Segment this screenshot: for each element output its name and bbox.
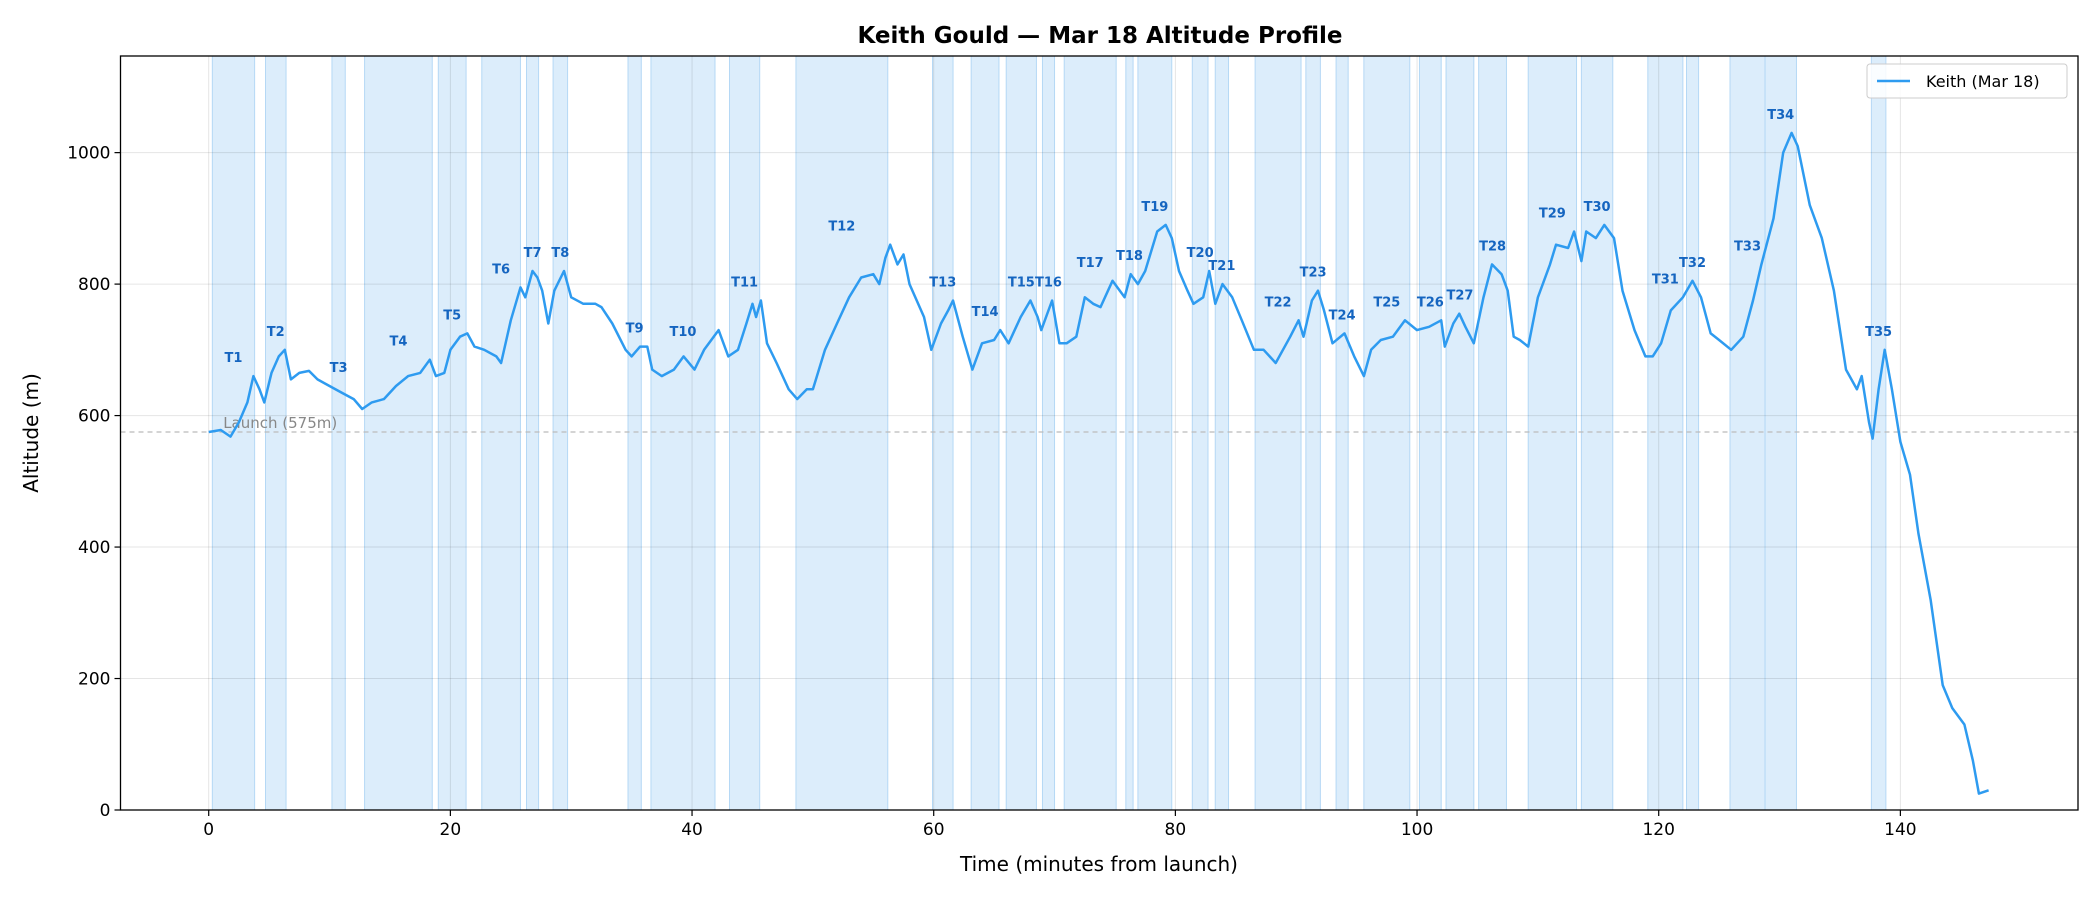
thermal-band-t3 bbox=[331, 55, 346, 811]
thermal-label-t11: T11 bbox=[731, 276, 758, 291]
thermal-band-t20 bbox=[1191, 55, 1209, 811]
altitude-line bbox=[208, 131, 1990, 795]
thermal-band-t17 bbox=[1063, 55, 1117, 811]
y-tick-label: 1000 bbox=[67, 144, 110, 164]
x-tick-label: 40 bbox=[681, 820, 703, 840]
x-tick-label: 120 bbox=[1642, 820, 1674, 840]
thermal-label-t23: T23 bbox=[1300, 266, 1327, 281]
thermal-band-t18 bbox=[1125, 55, 1134, 811]
thermal-band-t19 bbox=[1137, 55, 1173, 811]
thermal-band-t31 bbox=[1647, 55, 1684, 811]
x-tick-label: 20 bbox=[440, 820, 462, 840]
thermal-labels: T1 T2 T3 T4 T5 T6 T7 T8 T9 T10 T11 T12 T13 T14 T15 T16 T… bbox=[225, 108, 1893, 376]
y-axis-ticks: 0 200 400 600 800 1000 bbox=[67, 144, 121, 821]
y-tick-label: 200 bbox=[78, 670, 110, 690]
thermal-label-t28: T28 bbox=[1479, 239, 1506, 254]
thermal-label-t26: T26 bbox=[1417, 295, 1444, 310]
thermal-label-t18: T18 bbox=[1116, 249, 1143, 264]
thermal-label-t29: T29 bbox=[1539, 207, 1566, 222]
thermal-label-t34: T34 bbox=[1767, 108, 1794, 123]
thermal-band-t7 bbox=[526, 55, 540, 811]
x-axis-ticks: 0 20 40 60 80 100 120 140 bbox=[203, 810, 1917, 840]
thermal-label-t3: T3 bbox=[330, 361, 348, 376]
thermal-label-t10: T10 bbox=[669, 325, 696, 340]
thermal-bands bbox=[211, 55, 1887, 811]
thermal-label-t12: T12 bbox=[828, 220, 855, 235]
thermal-label-t24: T24 bbox=[1329, 308, 1356, 323]
thermal-band-t6 bbox=[481, 55, 521, 811]
x-tick-label: 80 bbox=[1165, 820, 1187, 840]
y-axis-label: Altitude (m) bbox=[19, 373, 43, 493]
x-axis-label: Time (minutes from launch) bbox=[959, 852, 1238, 876]
launch-reference: Launch (575m) bbox=[120, 414, 2078, 433]
thermal-label-t13: T13 bbox=[929, 276, 956, 291]
thermal-band-t5 bbox=[437, 55, 467, 811]
thermal-band-t16 bbox=[1041, 55, 1056, 811]
y-tick-label: 0 bbox=[100, 801, 111, 821]
thermal-label-t7: T7 bbox=[524, 246, 542, 261]
thermal-band-t4 bbox=[364, 55, 433, 811]
thermal-label-t19: T19 bbox=[1141, 200, 1168, 215]
thermal-label-t17: T17 bbox=[1077, 256, 1104, 271]
thermal-label-t35: T35 bbox=[1865, 325, 1892, 340]
thermal-label-t21: T21 bbox=[1208, 259, 1235, 274]
thermal-label-t22: T22 bbox=[1265, 295, 1292, 310]
thermal-label-t25: T25 bbox=[1373, 295, 1400, 310]
thermal-band-t32 bbox=[1686, 55, 1700, 811]
thermal-band-t14 bbox=[970, 55, 1000, 811]
thermal-band-t13 bbox=[932, 55, 954, 811]
thermal-band-t21 bbox=[1214, 55, 1230, 811]
thermal-label-t27: T27 bbox=[1446, 289, 1473, 304]
y-tick-label: 800 bbox=[78, 275, 110, 295]
thermal-label-t32: T32 bbox=[1679, 256, 1706, 271]
thermal-label-t33: T33 bbox=[1734, 239, 1761, 254]
thermal-band-t25 bbox=[1363, 55, 1411, 811]
thermal-band-t9 bbox=[627, 55, 642, 811]
y-tick-label: 600 bbox=[78, 407, 110, 427]
thermal-band-t33 bbox=[1729, 55, 1766, 811]
thermal-label-t20: T20 bbox=[1187, 246, 1214, 261]
legend-box bbox=[1866, 63, 2068, 99]
thermal-label-t8: T8 bbox=[551, 246, 569, 261]
series-layer bbox=[208, 131, 1990, 795]
thermal-label-t1: T1 bbox=[225, 351, 243, 366]
thermal-label-t14: T14 bbox=[972, 305, 999, 320]
thermal-label-t4: T4 bbox=[389, 335, 407, 350]
chart-title: Keith Gould — Mar 18 Altitude Profile bbox=[858, 23, 1343, 49]
thermal-label-t5: T5 bbox=[443, 308, 461, 323]
thermal-band-t27 bbox=[1445, 55, 1475, 811]
thermal-band-t34 bbox=[1764, 55, 1797, 811]
thermal-band-t2 bbox=[265, 55, 287, 811]
thermal-label-t2: T2 bbox=[267, 325, 285, 340]
x-tick-label: 100 bbox=[1401, 820, 1433, 840]
thermal-label-t15: T15 bbox=[1008, 276, 1035, 291]
thermal-band-t22 bbox=[1254, 55, 1302, 811]
thermal-band-t15 bbox=[1005, 55, 1037, 811]
thermal-label-t16: T16 bbox=[1035, 276, 1062, 291]
legend: Keith (Mar 18) bbox=[1866, 63, 2068, 99]
legend-label: Keith (Mar 18) bbox=[1926, 72, 2040, 91]
thermal-band-t8 bbox=[552, 55, 569, 811]
x-tick-label: 140 bbox=[1884, 820, 1916, 840]
x-tick-label: 60 bbox=[923, 820, 945, 840]
y-tick-label: 400 bbox=[78, 538, 110, 558]
thermal-band-t23 bbox=[1305, 55, 1321, 811]
thermal-label-t9: T9 bbox=[626, 322, 644, 337]
thermal-band-t24 bbox=[1335, 55, 1349, 811]
x-tick-label: 0 bbox=[203, 820, 214, 840]
thermal-label-t6: T6 bbox=[492, 262, 510, 277]
thermal-band-t29 bbox=[1527, 55, 1578, 811]
thermal-label-t30: T30 bbox=[1584, 200, 1611, 215]
plot-frame bbox=[119, 55, 2079, 811]
thermal-band-t26 bbox=[1418, 55, 1442, 811]
thermal-band-t30 bbox=[1580, 55, 1614, 811]
thermal-band-t12 bbox=[795, 55, 889, 811]
launch-label: Launch (575m) bbox=[223, 414, 337, 432]
thermal-label-t31: T31 bbox=[1652, 272, 1679, 287]
thermal-band-t28 bbox=[1478, 55, 1507, 811]
thermal-band-t11 bbox=[729, 55, 761, 811]
thermal-band-t10 bbox=[650, 55, 716, 811]
